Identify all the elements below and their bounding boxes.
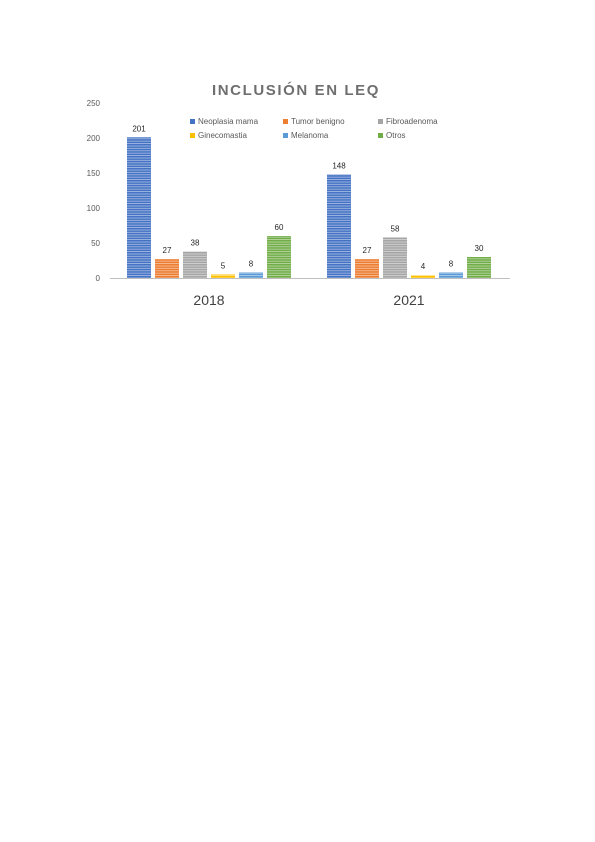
data-label: 5 <box>221 262 226 271</box>
bar-otros-2021 <box>467 257 491 278</box>
data-label: 8 <box>449 259 454 268</box>
data-label: 148 <box>332 161 346 170</box>
data-label: 30 <box>475 244 484 253</box>
y-tick-label: 250 <box>87 99 101 108</box>
legend-label: Neoplasia mama <box>198 117 259 126</box>
bar-melanoma-2018 <box>239 272 263 278</box>
data-label: 60 <box>275 223 284 232</box>
legend-swatch <box>190 133 195 138</box>
data-label: 4 <box>421 262 426 271</box>
legend: Neoplasia mama Tumor benigno Fibroadenoma G… <box>190 117 438 140</box>
legend-label: Melanoma <box>291 131 329 140</box>
data-label: 38 <box>191 238 200 247</box>
legend-swatch <box>283 119 288 124</box>
bar-tumor-benigno-2021 <box>355 259 379 278</box>
chart-title: INCLUSIÓN EN LEQ <box>212 81 380 99</box>
bars <box>127 137 491 278</box>
data-label: 201 <box>132 124 146 133</box>
data-label: 58 <box>391 224 400 233</box>
legend-item: Ginecomastia <box>190 131 247 140</box>
bar-otros-2018 <box>267 236 291 278</box>
data-label: 8 <box>249 259 254 268</box>
bar-fibroadenoma-2021 <box>383 237 407 278</box>
legend-swatch <box>283 133 288 138</box>
x-axis: 2018 2021 <box>110 278 510 308</box>
legend-swatch <box>378 119 383 124</box>
legend-item: Otros <box>378 131 406 140</box>
bar-neoplasia-mama-2018 <box>127 137 151 278</box>
y-axis: 0 50 100 150 200 250 <box>87 99 101 283</box>
y-tick-label: 50 <box>91 239 100 248</box>
bar-melanoma-2021 <box>439 272 463 278</box>
y-tick-label: 0 <box>96 274 101 283</box>
y-tick-label: 150 <box>87 169 101 178</box>
y-tick-label: 200 <box>87 134 101 143</box>
bar-ginecomastia-2021 <box>411 275 435 278</box>
legend-label: Otros <box>386 131 406 140</box>
legend-label: Fibroadenoma <box>386 117 438 126</box>
data-label: 27 <box>163 246 172 255</box>
legend-item: Fibroadenoma <box>378 117 438 126</box>
x-category-label: 2021 <box>393 292 424 308</box>
bar-tumor-benigno-2018 <box>155 259 179 278</box>
data-label: 27 <box>363 246 372 255</box>
bar-neoplasia-mama-2021 <box>327 174 351 278</box>
bar-ginecomastia-2018 <box>211 274 235 278</box>
legend-label: Ginecomastia <box>198 131 247 140</box>
legend-item: Tumor benigno <box>283 117 345 126</box>
legend-swatch <box>378 133 383 138</box>
legend-item: Neoplasia mama <box>190 117 259 126</box>
bar-fibroadenoma-2018 <box>183 251 207 278</box>
legend-item: Melanoma <box>283 131 329 140</box>
y-tick-label: 100 <box>87 204 101 213</box>
legend-label: Tumor benigno <box>291 117 345 126</box>
x-category-label: 2018 <box>193 292 224 308</box>
legend-swatch <box>190 119 195 124</box>
